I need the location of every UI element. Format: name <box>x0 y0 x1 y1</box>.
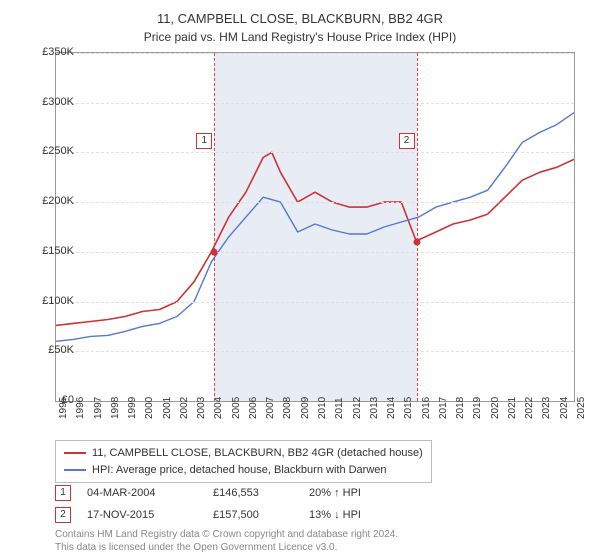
gridline <box>56 53 574 54</box>
y-axis-label: £350K <box>42 46 74 58</box>
gridline <box>56 103 574 104</box>
legend-swatch <box>64 452 86 454</box>
x-axis-label: 2012 <box>352 397 363 419</box>
price-dot <box>211 248 218 255</box>
x-axis-label: 2013 <box>369 397 380 419</box>
x-axis-label: 2005 <box>231 397 242 419</box>
chart-svg <box>56 53 574 401</box>
sale-delta: 20% ↑ HPI <box>309 487 361 499</box>
x-axis-label: 2017 <box>438 397 449 419</box>
marker-line <box>214 53 215 401</box>
gridline <box>56 351 574 352</box>
x-axis-label: 1996 <box>75 397 86 419</box>
x-axis-label: 2011 <box>334 397 345 419</box>
legend-label: 11, CAMPBELL CLOSE, BLACKBURN, BB2 4GR (… <box>92 445 423 462</box>
x-axis-label: 2003 <box>196 397 207 419</box>
x-axis-label: 2024 <box>559 397 570 419</box>
legend-item: 11, CAMPBELL CLOSE, BLACKBURN, BB2 4GR (… <box>64 445 423 462</box>
gridline <box>56 202 574 203</box>
legend-item: HPI: Average price, detached house, Blac… <box>64 462 423 479</box>
x-axis-label: 1999 <box>127 397 138 419</box>
y-axis-label: £100K <box>42 295 74 307</box>
marker-line <box>417 53 418 401</box>
x-axis-label: 2015 <box>403 397 414 419</box>
credits-line: Contains HM Land Registry data © Crown c… <box>55 528 398 541</box>
sale-price: £146,553 <box>213 487 293 499</box>
sales-table: 1 04-MAR-2004 £146,553 20% ↑ HPI 2 17-NOV-201… <box>55 482 361 526</box>
x-axis-label: 2018 <box>455 397 466 419</box>
x-axis-label: 2023 <box>541 397 552 419</box>
x-axis-label: 2021 <box>507 397 518 419</box>
sale-price: £157,500 <box>213 509 293 521</box>
legend: 11, CAMPBELL CLOSE, BLACKBURN, BB2 4GR (… <box>55 440 432 483</box>
x-axis-label: 2020 <box>490 397 501 419</box>
y-axis-label: £150K <box>42 245 74 257</box>
x-axis-label: 2016 <box>421 397 432 419</box>
credits: Contains HM Land Registry data © Crown c… <box>55 528 398 554</box>
x-axis-label: 2019 <box>472 397 483 419</box>
legend-label: HPI: Average price, detached house, Blac… <box>92 462 387 479</box>
x-axis-label: 2022 <box>524 397 535 419</box>
sale-marker: 1 <box>55 485 71 501</box>
x-axis-label: 1998 <box>110 397 121 419</box>
credits-line: This data is licensed under the Open Gov… <box>55 541 398 554</box>
x-axis-label: 2006 <box>248 397 259 419</box>
sale-row: 2 17-NOV-2015 £157,500 13% ↓ HPI <box>55 504 361 526</box>
sale-delta: 13% ↓ HPI <box>309 509 361 521</box>
x-axis-label: 2009 <box>300 397 311 419</box>
price-dot <box>413 238 420 245</box>
x-axis-label: 2000 <box>144 397 155 419</box>
chart-plot-area: 1995199619971998199920002001200220032004… <box>55 52 575 402</box>
series-hpi <box>56 113 574 342</box>
y-axis-label: £50K <box>48 344 74 356</box>
sale-marker: 2 <box>55 507 71 523</box>
marker-box: 2 <box>399 133 415 149</box>
legend-swatch <box>64 469 86 471</box>
gridline <box>56 302 574 303</box>
sale-row: 1 04-MAR-2004 £146,553 20% ↑ HPI <box>55 482 361 504</box>
chart-subtitle: Price paid vs. HM Land Registry's House … <box>0 28 600 44</box>
sale-date: 17-NOV-2015 <box>87 509 197 521</box>
y-axis-label: £250K <box>42 145 74 157</box>
x-axis-label: 1997 <box>93 397 104 419</box>
x-axis-label: 2025 <box>576 397 587 419</box>
x-axis-label: 2002 <box>179 397 190 419</box>
x-axis-label: 2001 <box>162 397 173 419</box>
gridline <box>56 152 574 153</box>
x-axis-label: 2010 <box>317 397 328 419</box>
x-axis-label: 2014 <box>386 397 397 419</box>
sale-date: 04-MAR-2004 <box>87 487 197 499</box>
x-axis-label: 2008 <box>282 397 293 419</box>
gridline <box>56 252 574 253</box>
y-axis-label: £200K <box>42 195 74 207</box>
marker-box: 1 <box>196 133 212 149</box>
y-axis-label: £0 <box>62 394 74 406</box>
chart-title: 11, CAMPBELL CLOSE, BLACKBURN, BB2 4GR <box>0 0 600 28</box>
y-axis-label: £300K <box>42 96 74 108</box>
x-axis-label: 2007 <box>265 397 276 419</box>
